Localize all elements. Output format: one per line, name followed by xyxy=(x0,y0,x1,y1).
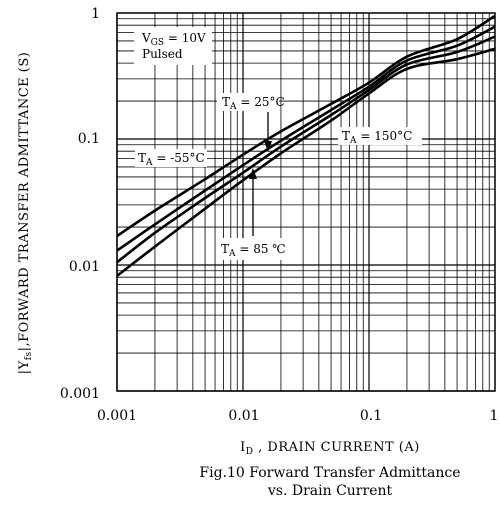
label-bg xyxy=(217,238,283,260)
series-label-150c: TA = 150°C xyxy=(342,129,412,146)
label-bg xyxy=(217,93,279,111)
y-tick-label: 1 xyxy=(91,6,100,22)
arrow-85c-head xyxy=(249,168,257,179)
conditions-box-bg xyxy=(134,27,212,65)
series-label-minus55c: TA = -55°C xyxy=(138,151,205,168)
x-tick-labels: 0.001 0.01 0.1 1 xyxy=(97,408,499,424)
plot-frame xyxy=(116,12,496,392)
x-axis-title: ID , DRAIN CURRENT (A) xyxy=(240,440,420,457)
x-tick-label: 0.001 xyxy=(97,408,137,424)
arrow-25c-head xyxy=(264,141,272,152)
series-label-25c: TA = 25°C xyxy=(222,95,285,112)
series-label-85c: TA = 85 ℃ xyxy=(221,242,286,259)
conditions-pulsed: Pulsed xyxy=(142,47,183,61)
label-bg xyxy=(135,149,207,167)
series-labels: TA = 25°C TA = -55°C TA = 150°C TA = 85 … xyxy=(135,93,422,260)
figure-caption-line2: vs. Drain Current xyxy=(267,483,393,499)
series-line-3 xyxy=(116,47,496,277)
figure-caption-line1: Fig.10 Forward Transfer Admittance xyxy=(199,465,461,481)
conditions-box: VGS = 10V Pulsed xyxy=(134,27,212,65)
series-line-2 xyxy=(116,35,496,264)
conditions-vgs: VGS = 10V xyxy=(141,31,206,48)
series-line-1 xyxy=(116,25,496,252)
y-tick-label: 0.001 xyxy=(60,386,100,402)
grid xyxy=(116,13,495,392)
y-tick-labels: 1 0.1 0.01 0.001 xyxy=(60,6,100,402)
x-tick-label: 1 xyxy=(490,408,499,424)
y-tick-label: 0.1 xyxy=(78,131,100,147)
annotation-arrows xyxy=(249,112,272,236)
x-tick-label: 0.01 xyxy=(228,408,259,424)
series-layer xyxy=(116,14,496,277)
x-tick-label: 0.1 xyxy=(360,408,382,424)
label-bg xyxy=(338,127,422,145)
y-axis-title: |Yfs|,FORWARD TRANSFER ADMITTANCE (S) xyxy=(17,52,34,375)
y-tick-label: 0.01 xyxy=(69,259,100,275)
series-line-0 xyxy=(116,14,496,238)
